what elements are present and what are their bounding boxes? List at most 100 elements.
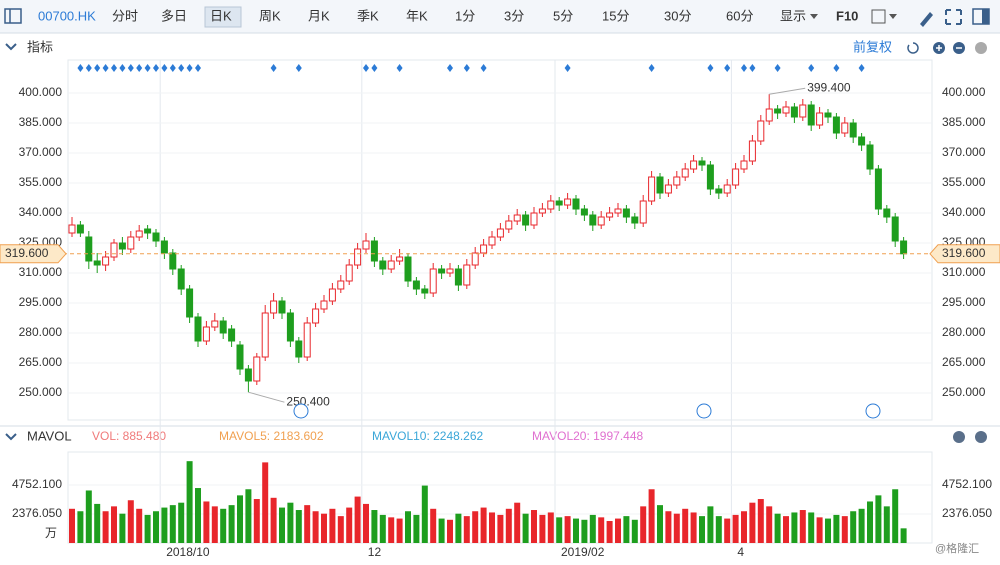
- indicator-label[interactable]: 指标: [27, 39, 53, 54]
- volume-bar: [741, 511, 747, 543]
- volume-bar: [791, 512, 798, 543]
- event-marker[interactable]: [480, 64, 487, 72]
- period-tab[interactable]: 分时: [112, 8, 138, 23]
- candle-body: [236, 344, 244, 370]
- f10-button[interactable]: F10: [836, 8, 858, 23]
- y-tick-label: 355.000: [942, 175, 986, 189]
- volume-bar: [85, 490, 92, 543]
- event-marker[interactable]: [463, 64, 470, 72]
- draw-tool[interactable]: [920, 12, 933, 27]
- candle-body: [93, 260, 101, 266]
- y-tick-label: 310.000: [942, 265, 986, 279]
- close-indicator[interactable]: [953, 431, 965, 443]
- period-tab[interactable]: 30分: [664, 8, 691, 23]
- event-marker[interactable]: [77, 64, 84, 72]
- shape-tool[interactable]: [871, 9, 886, 24]
- event-marker[interactable]: [169, 64, 176, 72]
- reset[interactable]: [907, 42, 919, 54]
- event-marker[interactable]: [295, 64, 302, 72]
- event-marker[interactable]: [85, 64, 92, 72]
- event-marker[interactable]: [833, 64, 840, 72]
- event-marker[interactable]: [749, 64, 756, 72]
- collapse-icon[interactable]: [5, 43, 17, 51]
- candle-body: [312, 308, 320, 324]
- event-marker[interactable]: [178, 64, 185, 72]
- event-marker[interactable]: [707, 64, 714, 72]
- event-icon[interactable]: [865, 403, 881, 419]
- event-marker[interactable]: [94, 64, 101, 72]
- event-marker[interactable]: [564, 64, 571, 72]
- candle-body: [816, 112, 824, 126]
- period-tab[interactable]: 年K: [406, 8, 428, 23]
- event-marker[interactable]: [774, 64, 781, 72]
- candle-body: [387, 260, 395, 270]
- period-tab[interactable]: 15分: [602, 8, 629, 23]
- legend-item: MAVOL20: 1997.448: [532, 429, 644, 443]
- event-marker[interactable]: [741, 64, 747, 72]
- volume-bar: [270, 497, 277, 543]
- period-tab[interactable]: 季K: [357, 8, 379, 23]
- candle-body: [522, 214, 530, 226]
- volume-bar: [489, 512, 495, 543]
- event-marker[interactable]: [195, 64, 201, 72]
- event-marker[interactable]: [161, 64, 168, 72]
- event-marker[interactable]: [127, 64, 134, 72]
- candle-body: [454, 268, 462, 286]
- event-marker[interactable]: [447, 64, 453, 72]
- event-marker[interactable]: [102, 64, 109, 72]
- period-tab[interactable]: 60分: [726, 8, 753, 23]
- candle-body: [160, 240, 168, 254]
- event-marker[interactable]: [270, 64, 277, 72]
- candle-body: [706, 164, 714, 190]
- event-marker[interactable]: [144, 64, 151, 72]
- event-marker[interactable]: [111, 64, 117, 72]
- volume-bar: [808, 512, 815, 543]
- event-marker[interactable]: [858, 64, 865, 72]
- event-marker[interactable]: [136, 64, 143, 72]
- event-icon[interactable]: [293, 403, 309, 419]
- indicator-settings[interactable]: [975, 431, 987, 443]
- volume-bar: [497, 514, 504, 543]
- period-tab[interactable]: 多日: [161, 8, 187, 23]
- volume-bar: [783, 516, 789, 543]
- volume-bar: [211, 506, 218, 543]
- volume-bar: [531, 510, 537, 543]
- volume-bar: [279, 507, 285, 543]
- event-marker[interactable]: [724, 64, 731, 72]
- event-marker[interactable]: [396, 64, 403, 72]
- x-tick-label: 2018/10: [166, 545, 210, 559]
- event-marker[interactable]: [648, 64, 655, 72]
- period-tab[interactable]: 周K: [259, 8, 281, 23]
- volume-bar: [850, 511, 857, 543]
- candle-body: [186, 288, 194, 318]
- event-marker[interactable]: [808, 64, 815, 72]
- candle-body: [85, 236, 93, 262]
- candle-body: [740, 160, 748, 170]
- display-menu[interactable]: 显示: [780, 8, 806, 23]
- event-marker[interactable]: [371, 64, 378, 72]
- settings[interactable]: [975, 42, 987, 54]
- collapse-icon[interactable]: [5, 433, 17, 441]
- period-tab[interactable]: 1分: [455, 8, 475, 23]
- event-marker[interactable]: [186, 64, 193, 72]
- volume-bar: [732, 514, 739, 543]
- period-tab[interactable]: 日K: [210, 8, 232, 23]
- symbol[interactable]: 00700.HK: [38, 8, 96, 23]
- y-tick-label: 340.000: [942, 205, 986, 219]
- adjust-mode[interactable]: 前复权: [853, 39, 892, 54]
- y-tick-label: 295.000: [942, 295, 986, 309]
- fullscreen[interactable]: [945, 9, 962, 25]
- event-icon[interactable]: [696, 403, 712, 419]
- period-tab[interactable]: 5分: [553, 8, 573, 23]
- candle-body: [396, 256, 404, 262]
- period-tab[interactable]: 月K: [308, 8, 330, 23]
- volume-bar: [346, 507, 353, 543]
- period-tab[interactable]: 3分: [504, 8, 524, 23]
- event-marker[interactable]: [363, 64, 369, 72]
- event-marker[interactable]: [153, 64, 159, 72]
- current-price-tag: [929, 244, 1000, 264]
- volume-bar: [757, 499, 764, 543]
- volume-bar: [421, 485, 428, 543]
- event-marker[interactable]: [119, 64, 126, 72]
- sidebar-toggle[interactable]: [4, 8, 22, 24]
